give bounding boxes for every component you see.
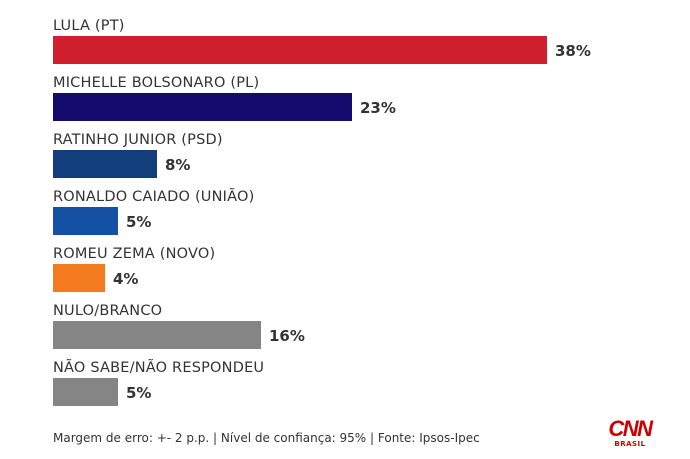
value-label: 4% xyxy=(113,270,138,288)
logo-subtitle: BRASIL xyxy=(614,440,646,448)
value-label: 23% xyxy=(360,99,396,117)
category-label: RONALDO CAIADO (UNIÃO) xyxy=(53,188,254,205)
logo-text: CNN xyxy=(608,416,653,441)
bar xyxy=(53,93,352,121)
bar xyxy=(53,378,118,406)
bar xyxy=(53,150,157,178)
bar xyxy=(53,321,261,349)
category-label: MICHELLE BOLSONARO (PL) xyxy=(53,75,259,91)
value-label: 5% xyxy=(126,384,151,402)
bar xyxy=(53,264,105,292)
source-note: Margem de erro: +- 2 p.p. | Nível de con… xyxy=(53,431,480,445)
category-label: NÃO SABE/NÃO RESPONDEU xyxy=(53,359,264,376)
category-label: LULA (PT) xyxy=(53,18,125,34)
category-label: NULO/BRANCO xyxy=(53,303,162,319)
bar-chart: LULA (PT) 38% MICHELLE BOLSONARO (PL) 23% RA… xyxy=(53,18,591,406)
category-label: RATINHO JUNIOR (PSD) xyxy=(53,132,223,148)
value-label: 8% xyxy=(165,156,190,174)
bar xyxy=(53,207,118,235)
value-label: 5% xyxy=(126,213,151,231)
category-label: ROMEU ZEMA (NOVO) xyxy=(53,246,215,262)
bar xyxy=(53,36,547,64)
value-label: 38% xyxy=(555,42,591,60)
value-label: 16% xyxy=(269,327,305,345)
cnn-brasil-logo: CNN BRASIL xyxy=(607,418,653,449)
